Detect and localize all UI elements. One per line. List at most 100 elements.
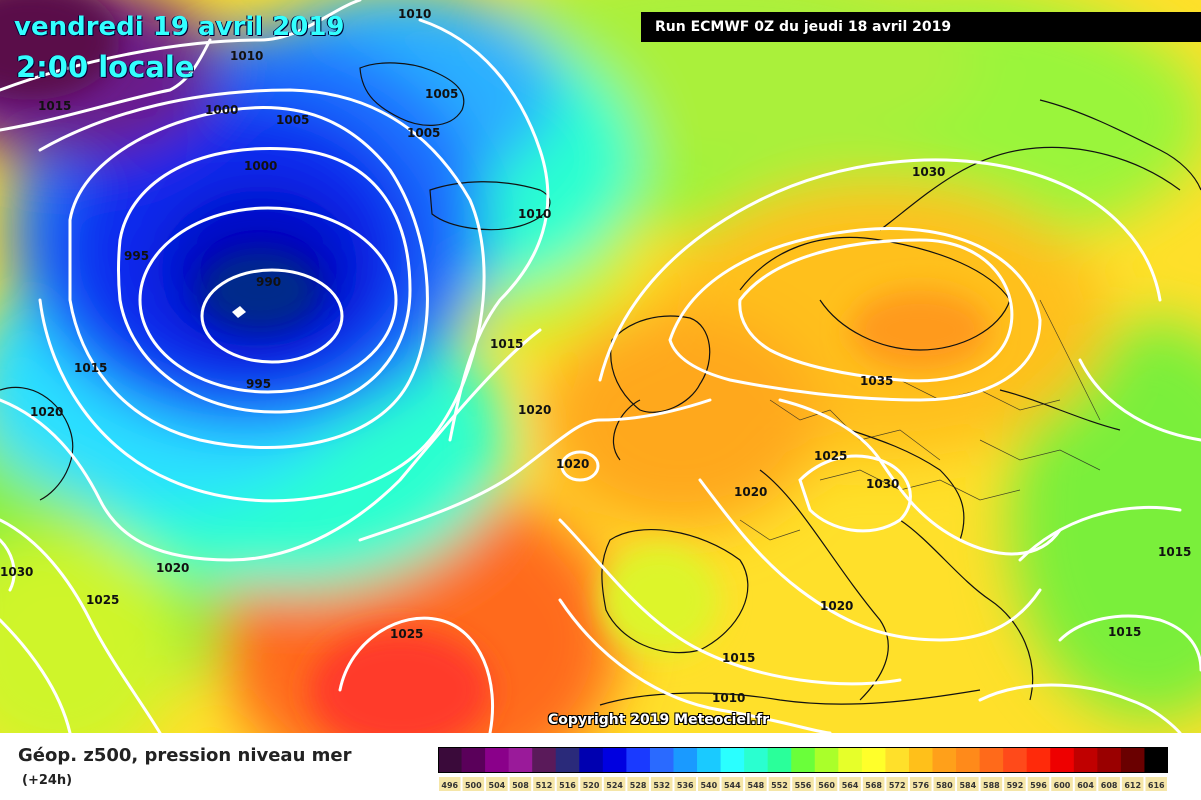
legend-value: 576 xyxy=(912,781,929,790)
legend-swatch xyxy=(1097,747,1122,773)
legend-value: 500 xyxy=(465,781,482,790)
legend-value: 548 xyxy=(748,781,765,790)
legend-swatch xyxy=(814,747,839,773)
legend-value: 512 xyxy=(536,781,553,790)
legend-value: 580 xyxy=(936,781,953,790)
legend-swatch xyxy=(438,747,463,773)
isobar-label: 1020 xyxy=(734,485,767,499)
legend-swatch xyxy=(649,747,674,773)
isobar-label: 1010 xyxy=(398,7,431,21)
legend-swatch xyxy=(979,747,1004,773)
legend-label-box xyxy=(815,777,838,791)
legend-value: 524 xyxy=(606,781,623,790)
isobar-label: 1020 xyxy=(556,457,589,471)
legend-value: 536 xyxy=(677,781,694,790)
legend-swatch xyxy=(791,747,816,773)
legend-swatch xyxy=(885,747,910,773)
legend-value: 572 xyxy=(889,781,906,790)
legend-label-box xyxy=(839,777,861,791)
legend-value: 584 xyxy=(959,781,976,790)
legend-label-box xyxy=(1098,777,1120,791)
legend-label-box xyxy=(580,777,602,791)
isobar-label: 995 xyxy=(246,377,271,391)
legend-label-box xyxy=(1121,777,1144,791)
isobar-label: 1025 xyxy=(390,627,423,641)
legend-swatch xyxy=(602,747,627,773)
legend-value: 564 xyxy=(842,781,859,790)
legend-value: 616 xyxy=(1148,781,1165,790)
legend-label-box xyxy=(957,777,979,791)
isobar-labels: 1010 1010 1015 1000 1005 1005 1005 1000 … xyxy=(0,7,1191,705)
legend-value: 608 xyxy=(1101,781,1118,790)
forecast-time: 2:00 locale xyxy=(16,50,195,84)
legend-swatch xyxy=(956,747,981,773)
legend-swatch xyxy=(1003,747,1028,773)
legend-swatch xyxy=(767,747,792,773)
isobar-label: 1015 xyxy=(74,361,107,375)
legend-swatch xyxy=(744,747,769,773)
legend-label-box xyxy=(627,777,649,791)
legend-label-box xyxy=(933,777,956,791)
isobar-label: 1025 xyxy=(86,593,119,607)
legend-value: 528 xyxy=(630,781,647,790)
legend-swatch xyxy=(485,747,510,773)
legend-label-box xyxy=(862,777,885,791)
legend-swatch xyxy=(532,747,557,773)
legend-label-box xyxy=(486,777,508,791)
legend-swatch xyxy=(861,747,886,773)
isobar-label: 1000 xyxy=(244,159,277,173)
isobar-label: 1030 xyxy=(912,165,945,179)
legend-label-box xyxy=(1027,777,1050,791)
legend-value: 588 xyxy=(983,781,1000,790)
legend-label-box xyxy=(674,777,697,791)
legend-swatch xyxy=(838,747,863,773)
isobar-label: 1010 xyxy=(230,49,263,63)
isobar-label: 1015 xyxy=(1108,625,1141,639)
legend-swatch xyxy=(908,747,934,773)
isobar-label: 1005 xyxy=(425,87,458,101)
isobar-label: 1020 xyxy=(820,599,853,613)
legend-swatch xyxy=(673,747,698,773)
isobar-label: 1010 xyxy=(518,207,551,221)
legend-label-box xyxy=(1074,777,1097,791)
legend-value: 544 xyxy=(724,781,741,790)
copyright-notice: Copyright 2019 Meteociel.fr xyxy=(548,712,770,728)
isobar-label: 1035 xyxy=(860,374,893,388)
legend-value: 508 xyxy=(512,781,529,790)
legend-swatch xyxy=(1144,747,1168,773)
legend-value: 532 xyxy=(653,781,670,790)
legend-value: 568 xyxy=(865,781,882,790)
isobar-label: 1015 xyxy=(490,337,523,351)
isobar-label: 1015 xyxy=(722,651,755,665)
legend-label-box xyxy=(1145,777,1167,791)
isobar-label: 1000 xyxy=(205,103,238,117)
legend-label-box xyxy=(603,777,626,791)
isobar-label: 1020 xyxy=(156,561,189,575)
legend-value: 504 xyxy=(489,781,506,790)
isobar-label: 1030 xyxy=(0,565,33,579)
legend-label-box xyxy=(768,777,791,791)
legend-swatch xyxy=(697,747,722,773)
legend-label-box xyxy=(886,777,908,791)
legend-value: 612 xyxy=(1124,781,1141,790)
legend-swatch xyxy=(579,747,604,773)
legend-swatch xyxy=(626,747,651,773)
legend-label-box xyxy=(698,777,720,791)
legend-swatch xyxy=(932,747,957,773)
legend-label-box xyxy=(1051,777,1073,791)
map-canvas: 1010 1010 1015 1000 1005 1005 1005 1000 … xyxy=(0,0,1201,733)
legend-label-box xyxy=(980,777,1003,791)
legend-value: 540 xyxy=(700,781,717,790)
legend-value: 560 xyxy=(818,781,835,790)
legend-value: 604 xyxy=(1077,781,1094,790)
legend-swatch xyxy=(555,747,580,773)
legend-label-box xyxy=(909,777,932,791)
coastlines xyxy=(0,62,1201,706)
legend-value: 552 xyxy=(771,781,788,790)
legend-value: 600 xyxy=(1054,781,1071,790)
legend-swatch xyxy=(720,747,745,773)
legend-value: 516 xyxy=(559,781,576,790)
legend-value: 556 xyxy=(795,781,812,790)
legend-swatch xyxy=(1120,747,1145,773)
legend-label-box xyxy=(556,777,579,791)
